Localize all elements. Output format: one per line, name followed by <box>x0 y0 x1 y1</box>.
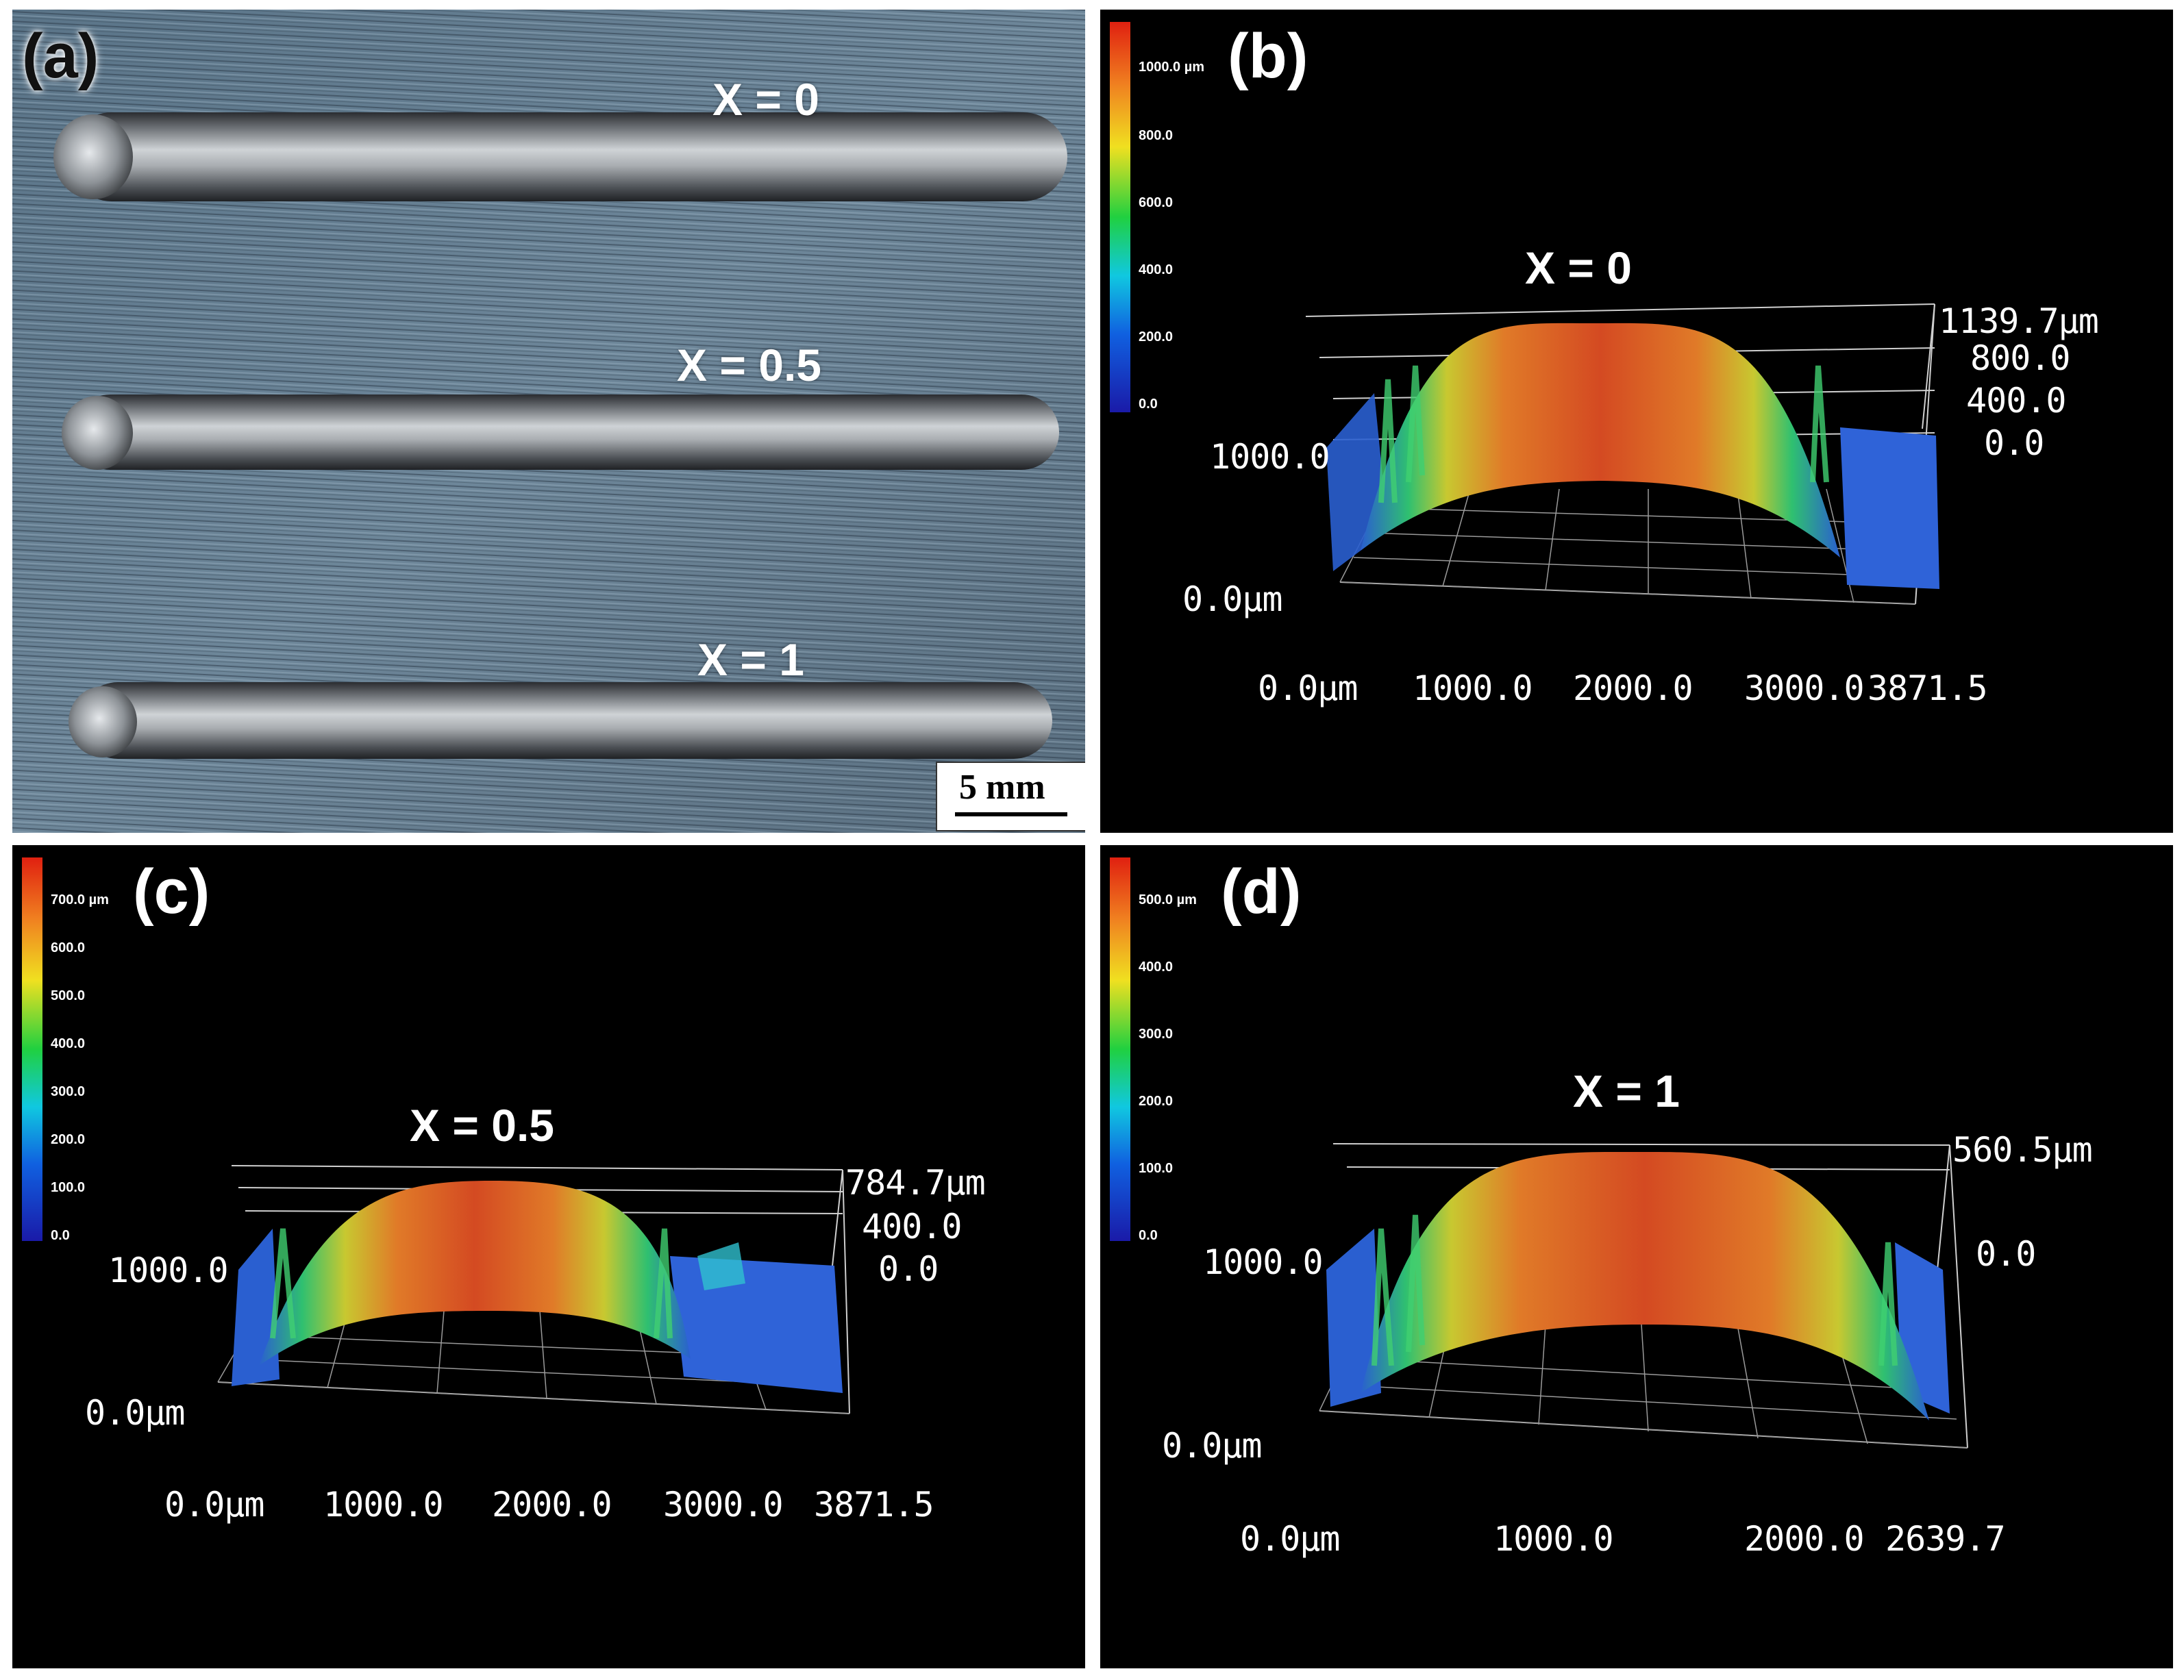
colorbar-tick: 500.0 <box>51 988 86 1003</box>
z-tick: 784.7µm <box>845 1163 986 1203</box>
x-tick: 1000.0 <box>1413 668 1533 708</box>
colorbar <box>1110 22 1130 412</box>
colorbar-tick: 400.0 <box>51 1036 86 1051</box>
x-tick: 0.0µm <box>1258 668 1358 708</box>
brushed-metal-photo <box>12 10 1085 833</box>
z-tick: 400.0 <box>1966 381 2067 421</box>
arch-surface <box>1361 1151 1929 1420</box>
x-tick: 1000.0 <box>323 1485 444 1525</box>
colorbar <box>22 857 42 1241</box>
y-tick: 1000.0 <box>108 1251 229 1290</box>
panel-a-photo: (a) X = 0 X = 0.5 X = 1 5 mm <box>12 10 1085 833</box>
z-tick: 0.0 <box>878 1249 939 1289</box>
colorbar-tick: 100.0 <box>51 1180 86 1195</box>
track-label-x1: X = 1 <box>697 634 804 685</box>
y-tick: 1000.0 <box>1203 1242 1324 1282</box>
x-tick: 0.0µm <box>1240 1519 1341 1559</box>
colorbar-tick: 1000.0 µm <box>1139 60 1205 75</box>
panel-d-label: (d) <box>1221 857 1302 927</box>
panel-b-profile: (b) X = 0 1000.0 µm 800.0 600.0 400.0 20… <box>1100 10 2173 833</box>
colorbar-tick: 0.0 <box>51 1228 70 1243</box>
colorbar-tick: 200.0 <box>51 1132 86 1147</box>
z-tick: 800.0 <box>1970 338 2071 378</box>
arch-surface <box>259 1181 691 1366</box>
arch-surface <box>1361 323 1840 557</box>
colorbar-tick: 0.0 <box>1139 1228 1158 1243</box>
z-tick: 0.0 <box>1976 1234 2036 1274</box>
y-tick: 0.0µm <box>85 1393 186 1433</box>
colorbar-tick: 400.0 <box>1139 262 1174 277</box>
z-tick: 560.5µm <box>1952 1130 2093 1170</box>
floor-grid <box>1319 1324 1968 1449</box>
colorbar-tick: 200.0 <box>1139 1094 1174 1109</box>
x-tick: 3871.5 <box>1867 668 1988 708</box>
x-tick: 3000.0 <box>1744 668 1865 708</box>
panel-b-label: (b) <box>1228 21 1308 91</box>
panel-c-profile: (c) X = 0.5 700.0 µm 600.0 500.0 400.0 3… <box>12 845 1085 1668</box>
x-tick: 2000.0 <box>1744 1519 1865 1559</box>
surface-plot-b <box>1110 22 1939 605</box>
weld-bead-x1 <box>69 682 1052 759</box>
surface-plot-d <box>1110 857 1968 1449</box>
track-label-x0: X = 0 <box>712 74 819 125</box>
weld-bead-x05 <box>62 394 1059 470</box>
colorbar-tick: 0.0 <box>1139 397 1158 412</box>
scale-bar-label: 5 mm <box>959 768 1045 807</box>
z-tick: 400.0 <box>862 1207 963 1246</box>
plot-title-c: X = 0.5 <box>410 1100 554 1151</box>
colorbar-tick: 600.0 <box>51 940 86 955</box>
colorbar-tick: 100.0 <box>1139 1161 1174 1176</box>
panel-a-label: (a) <box>22 21 99 91</box>
x-tick: 2000.0 <box>492 1485 612 1525</box>
colorbar-tick: 700.0 µm <box>51 892 109 907</box>
plot-title-d: X = 1 <box>1573 1066 1680 1116</box>
colorbar-tick: 300.0 <box>51 1084 86 1099</box>
x-tick: 1000.0 <box>1493 1519 1614 1559</box>
x-tick: 2000.0 <box>1573 668 1693 708</box>
x-tick: 3871.5 <box>814 1485 934 1525</box>
panel-c-label: (c) <box>133 857 210 927</box>
track-label-x05: X = 0.5 <box>677 340 821 390</box>
panel-d-profile: (d) X = 1 500.0 µm 400.0 300.0 200.0 100… <box>1100 845 2173 1668</box>
colorbar-tick: 800.0 <box>1139 128 1174 143</box>
colorbar-tick: 400.0 <box>1139 960 1174 975</box>
weld-bead-x0 <box>53 112 1067 201</box>
colorbar-tick: 200.0 <box>1139 329 1174 344</box>
x-tick: 0.0µm <box>164 1485 265 1525</box>
z-tick: 1139.7µm <box>1939 301 2099 341</box>
colorbar <box>1110 857 1130 1241</box>
colorbar-tick: 500.0 µm <box>1139 892 1197 907</box>
colorbar-tick: 300.0 <box>1139 1027 1174 1042</box>
y-tick: 0.0µm <box>1182 579 1283 619</box>
plot-title-b: X = 0 <box>1525 242 1632 293</box>
scale-bar <box>936 762 1085 831</box>
y-tick: 1000.0 <box>1210 437 1330 477</box>
y-tick: 0.0µm <box>1162 1426 1263 1466</box>
colorbar-tick: 600.0 <box>1139 195 1174 210</box>
x-tick: 2639.7 <box>1885 1519 2006 1559</box>
x-tick: 3000.0 <box>663 1485 784 1525</box>
z-tick: 0.0 <box>1984 423 2044 463</box>
surface-plot-c <box>22 857 850 1414</box>
